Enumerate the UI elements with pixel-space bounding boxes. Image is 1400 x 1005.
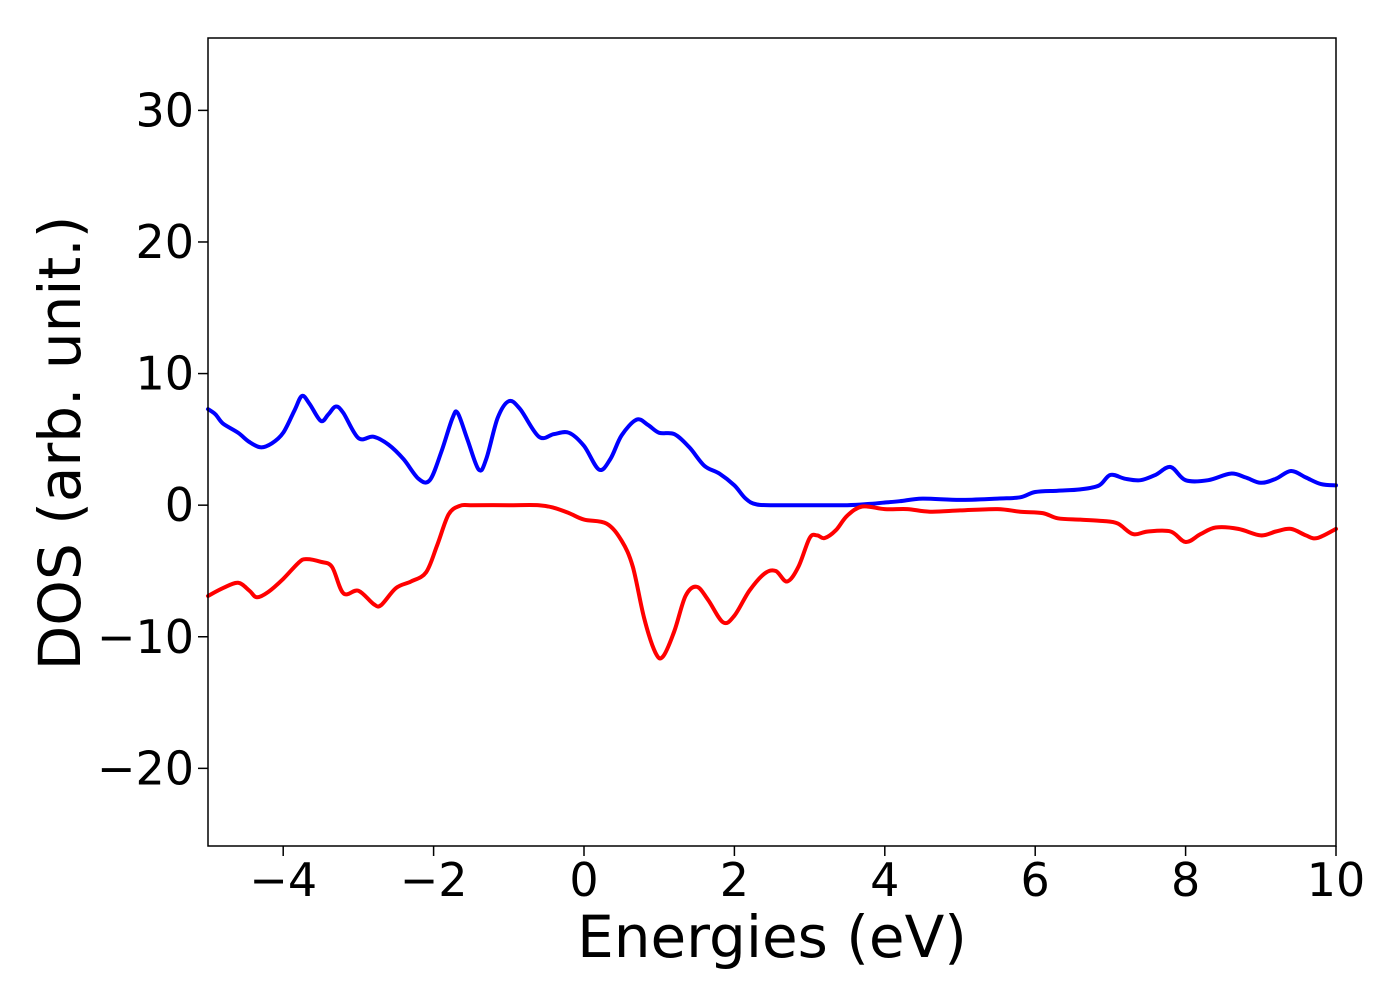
y-tick-label: −10 [97,610,194,664]
x-tick-label: −2 [400,853,468,907]
x-tick-label: 2 [720,853,749,907]
series-line-2 [206,502,1338,661]
y-axis-label: DOS (arb. unit.) [26,216,94,671]
y-axis: −20 −10 0 10 20 30 [97,83,208,795]
plot-frame [207,37,1337,847]
y-tick-label: 20 [135,215,194,269]
y-tick-label: 10 [135,347,194,401]
x-tick-label: 0 [569,853,598,907]
series-line-1 [206,393,1338,508]
y-tick-label: 30 [135,83,194,137]
y-tick-label: −20 [97,741,194,795]
x-tick-label: −4 [249,853,317,907]
x-tick-label: 10 [1307,853,1366,907]
x-tick-label: 6 [1021,853,1050,907]
x-tick-label: 4 [870,853,899,907]
y-tick-label: 0 [165,478,194,532]
x-axis-label: Energies (eV) [577,903,967,971]
plot-background [208,38,1336,846]
x-axis: −4 −2 0 2 4 6 8 10 [249,846,1365,907]
series-layer [206,393,1338,661]
x-tick-label: 8 [1171,853,1200,907]
